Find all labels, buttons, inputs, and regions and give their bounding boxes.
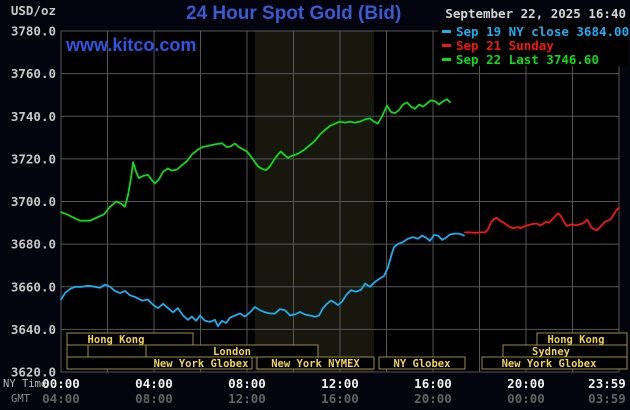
legend-label: Sep 22 Last 3746.60 — [456, 51, 599, 67]
y-axis-tick-label: 3760.0 — [11, 66, 56, 81]
y-axis-tick-label: 3680.0 — [11, 237, 56, 252]
session-label-new-york-globex: New York Globex — [154, 358, 250, 370]
legend-item-sep19: Sep 19 NY close 3684.00 — [442, 23, 630, 39]
session-label-hong-kong: Hong Kong — [548, 334, 605, 346]
session-label-new-york-globex: New York Globex — [502, 358, 598, 370]
session-label-sydney: Sydney — [532, 346, 571, 358]
page-title: 24 Hour Spot Gold (Bid) — [186, 3, 402, 24]
series-line-sep-22-last — [60, 98, 451, 222]
legend-label: Sep 19 NY close 3684.00 — [456, 23, 630, 39]
x-axis-gmt-tick-label: 04:00 — [42, 391, 80, 406]
session-box — [66, 344, 89, 358]
legend-backing — [438, 23, 628, 66]
x-axis-ny-tick-label: 20:00 — [507, 376, 545, 391]
session-label-new-york-nymex: New York NYMEX — [271, 358, 360, 370]
y-axis-tick-label: 3640.0 — [11, 322, 56, 337]
x-axis-ny-tick-label: 04:00 — [135, 376, 173, 391]
series-line-sep-19-ny-close — [60, 232, 465, 328]
session-box — [66, 356, 253, 370]
session-label-hong-kong: Hong Kong — [88, 334, 145, 346]
x-axis-gmt-tick-label: 12:00 — [228, 391, 266, 406]
x-axis-gmt-label: GMT — [11, 393, 30, 405]
plot-border — [60, 30, 620, 373]
session-box — [256, 356, 375, 370]
x-axis-ny-tick-label: 23:59 — [588, 376, 626, 391]
series-line-sep-21-sunday — [464, 206, 620, 234]
x-axis-ny-tick-label: 00:00 — [42, 376, 80, 391]
y-axis-tick-label: 3780.0 — [11, 24, 56, 39]
chart-datetime: September 22, 2025 16:40 — [445, 6, 626, 21]
y-axis-tick-label: 3740.0 — [11, 109, 56, 124]
y-axis-tick-label: 3620.0 — [11, 365, 56, 380]
x-axis-ny-tick-label: 12:00 — [321, 376, 359, 391]
y-axis-tick-label: 3700.0 — [11, 194, 56, 209]
session-box — [378, 356, 466, 370]
legend-item-sep22: Sep 22 Last 3746.60 — [442, 51, 629, 67]
legend-dash-icon — [442, 43, 451, 47]
x-axis-gmt-tick-label: 00:00 — [507, 391, 545, 406]
session-box — [87, 344, 147, 358]
x-axis-gmt-tick-label: 20:00 — [414, 391, 452, 406]
x-axis-ny-time-label: NY Time — [3, 378, 48, 390]
legend-item-sep21: Sep 21 Sunday — [442, 37, 629, 53]
legend-dash-icon — [442, 29, 451, 33]
x-axis-ny-tick-label: 08:00 — [228, 376, 266, 391]
x-axis-gmt-tick-label: 16:00 — [321, 391, 359, 406]
legend-label: Sep 21 Sunday — [456, 37, 554, 53]
y-axis-tick-label: 3660.0 — [11, 279, 56, 294]
y-axis-tick-label: 3720.0 — [11, 151, 56, 166]
x-axis-ny-tick-label: 16:00 — [414, 376, 452, 391]
y-axis-unit-label: USD/oz — [10, 3, 56, 18]
session-box — [481, 356, 628, 370]
x-axis-gmt-tick-label: 08:00 — [135, 391, 173, 406]
legend-dash-icon — [442, 57, 451, 61]
session-label-ny-globex: NY Globex — [394, 358, 452, 370]
x-axis-gmt-tick-label: 03:59 — [588, 391, 626, 406]
session-label-london: London — [213, 346, 251, 358]
chart-legend: Sep 19 NY close 3684.00 Sep 21 Sunday Se… — [442, 23, 630, 67]
kitco-watermark-link[interactable]: www.kitco.com — [66, 35, 197, 55]
